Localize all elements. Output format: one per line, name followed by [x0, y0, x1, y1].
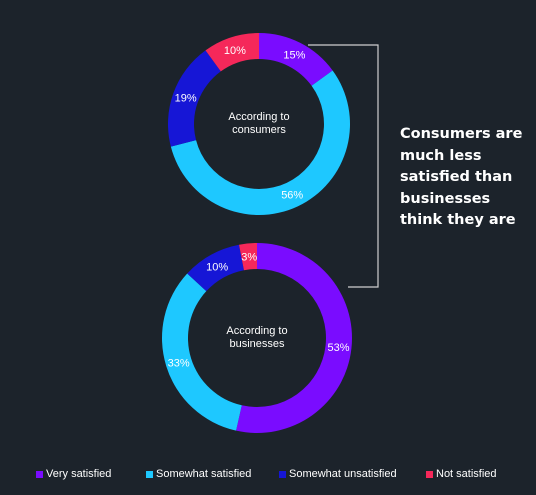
data-label: 15%	[283, 50, 305, 62]
data-label: 3%	[241, 251, 257, 263]
legend-item-somewhat-unsatisfied: Somewhat unsatisfied	[279, 468, 426, 480]
legend-item-somewhat-satisfied: Somewhat satisfied	[146, 468, 279, 480]
center-label: According to	[226, 325, 287, 337]
data-label: 33%	[168, 357, 190, 369]
legend-swatch	[146, 470, 153, 478]
donut-slice-somewhat-satisfied	[170, 70, 350, 216]
center-label: businesses	[229, 338, 285, 350]
legend-item-not-satisfied: Not satisfied	[426, 468, 497, 480]
center-label: According to	[228, 111, 289, 123]
legend-label: Somewhat unsatisfied	[289, 468, 397, 480]
donut-slice-very-satisfied	[259, 33, 333, 86]
legend-swatch	[426, 470, 433, 478]
data-label: 56%	[281, 190, 303, 202]
legend-label: Very satisfied	[46, 468, 112, 480]
data-label: 10%	[206, 261, 228, 273]
donut-slice-somewhat-unsatisfied	[187, 244, 244, 292]
center-label: consumers	[232, 124, 286, 136]
legend-label: Not satisfied	[436, 468, 497, 480]
legend-swatch	[36, 470, 43, 478]
donut-slice-not-satisfied	[205, 33, 259, 72]
data-label: 10%	[224, 45, 246, 57]
data-label: 53%	[327, 342, 349, 354]
connector-bracket	[308, 44, 379, 288]
donut-slice-somewhat-satisfied	[161, 273, 242, 431]
donut-slice-very-satisfied	[236, 243, 352, 433]
legend: Very satisfied Somewhat satisfied Somewh…	[36, 468, 497, 480]
legend-label: Somewhat satisfied	[156, 468, 252, 480]
donut-slice-somewhat-unsatisfied	[168, 50, 221, 147]
callout-text: Consumers are much less satisfied than b…	[400, 126, 523, 228]
legend-item-very-satisfied: Very satisfied	[36, 468, 146, 480]
legend-swatch	[279, 470, 286, 478]
donut-slice-not-satisfied	[239, 243, 257, 271]
data-label: 19%	[175, 93, 197, 105]
